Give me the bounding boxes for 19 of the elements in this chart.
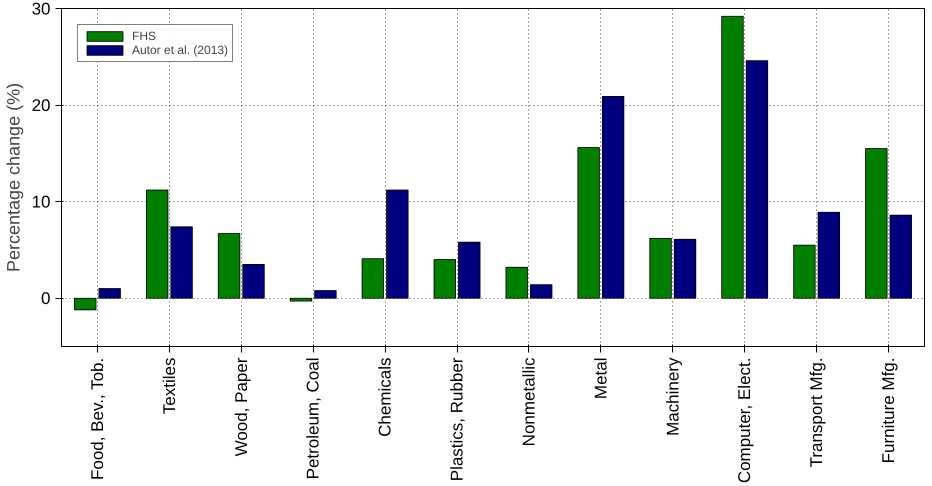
x-tick-label: Petroleum, Coal bbox=[304, 358, 323, 480]
x-tick-label: Chemicals bbox=[376, 357, 395, 437]
x-tick-label: Transport Mfg. bbox=[807, 357, 826, 468]
x-tick-label: Textiles bbox=[160, 358, 179, 414]
y-axis-title: Percentage change (%) bbox=[4, 82, 24, 272]
x-tick-label: Wood, Paper bbox=[232, 357, 251, 456]
y-tick-label: 0 bbox=[41, 289, 51, 308]
y-tick-label: 20 bbox=[32, 96, 51, 116]
x-tick-label: Metal bbox=[591, 357, 610, 400]
legend-label: FHS bbox=[132, 29, 156, 43]
x-tick-label: Furniture Mfg. bbox=[879, 357, 898, 464]
legend-label: Autor et al. (2013) bbox=[132, 43, 228, 57]
y-tick-label: 30 bbox=[32, 0, 51, 18]
x-tick-label: Food, Bev., Tob. bbox=[88, 358, 107, 480]
y-tick-label: 10 bbox=[32, 192, 51, 212]
x-tick-label: Machinery bbox=[663, 357, 682, 436]
x-tick-label: Nonmetallic bbox=[519, 357, 538, 446]
x-tick-label: Plastics, Rubber bbox=[448, 357, 467, 482]
x-tick-label: Computer, Elect. bbox=[735, 357, 754, 484]
